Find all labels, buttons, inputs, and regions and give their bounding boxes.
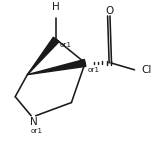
Text: H: H — [52, 2, 60, 11]
Polygon shape — [27, 59, 86, 75]
Text: O: O — [105, 6, 113, 16]
Polygon shape — [27, 37, 59, 75]
Text: Cl: Cl — [141, 65, 152, 75]
Text: or1: or1 — [87, 67, 99, 73]
Text: or1: or1 — [60, 42, 72, 48]
Text: or1: or1 — [30, 128, 43, 134]
Text: N: N — [30, 117, 37, 127]
